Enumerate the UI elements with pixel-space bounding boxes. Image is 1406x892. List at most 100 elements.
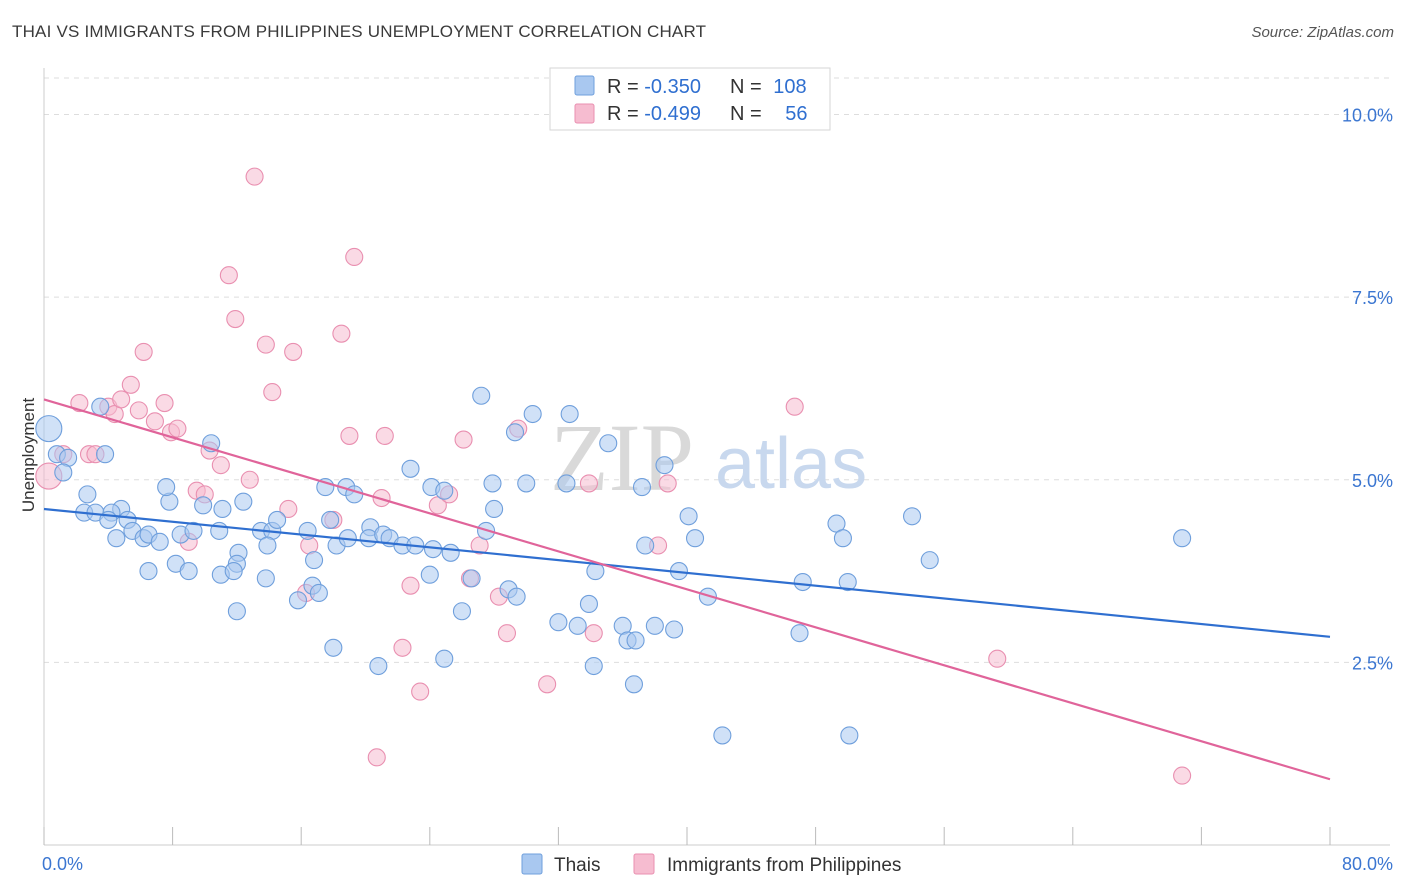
x-tick-label-0: 0.0% [42,854,83,874]
point-thais-82 [632,478,652,497]
point-thais-4 [91,397,110,416]
point-thais-97 [840,726,859,745]
point-thais-88 [685,529,705,548]
y-tick-label-2: 7.5% [1352,288,1393,308]
series-legend: Thais Immigrants from Philippines [521,853,901,876]
y-tick-labels: 2.5% 5.0% 7.5% 10.0% [1342,106,1393,674]
point-thais-98 [902,507,922,526]
point-philippines-19 [211,456,230,475]
point-thais-6 [78,485,97,504]
series-legend-label-thais: Thais [554,855,600,876]
legend-n-value-philippines: 56 [785,103,807,125]
point-philippines-9 [129,401,148,420]
legend-r-label: R = [607,103,644,125]
legend-n-thais: N = 108 [730,76,807,98]
legend-r-value-thais: -0.350 [644,76,701,98]
chart-source: Source: ZipAtlas.com [1251,24,1394,41]
point-philippines-38 [411,682,430,701]
point-philippines-36 [401,576,420,595]
point-thais-75 [568,616,587,635]
point-thais-14 [107,529,126,548]
point-philippines-33 [345,247,364,267]
grid-lines [44,77,1390,663]
point-philippines-26 [279,499,298,519]
point-thais-19 [157,478,176,497]
point-thais-102 [324,638,343,657]
point-philippines-37 [393,638,412,657]
legend-n-philippines: N = 56 [730,103,808,125]
point-thais-23 [179,562,198,581]
point-philippines-21 [226,310,245,329]
legend-r-label: R = [607,76,644,98]
point-thais-69 [505,423,525,442]
point-philippines-46 [497,624,517,643]
point-thais-66 [452,602,472,621]
point-philippines-11 [145,412,164,431]
point-philippines-53 [785,397,804,416]
y-axis-title: Unemployment [19,398,38,513]
point-philippines-32 [340,426,359,445]
series-legend-swatch-philippines [633,853,655,875]
trend-line-philippines [43,398,1331,781]
point-thais-5 [96,445,115,464]
point-philippines-7 [112,390,131,409]
watermark: ZIP atlas [550,404,867,511]
chart-title: THAI VS IMMIGRANTS FROM PHILIPPINES UNEM… [12,22,707,41]
point-thais-21 [184,521,203,540]
series-legend-label-philippines: Immigrants from Philippines [667,855,901,876]
point-thais-24 [139,562,158,581]
point-thais-100 [1173,529,1192,548]
axes [43,68,1390,846]
point-thais-71 [523,404,542,424]
point-thais-58 [435,481,454,500]
point-thais-33 [224,562,243,581]
point-thais-53 [401,459,420,478]
point-thais-67 [483,474,502,493]
legend-row-thais: R = -0.350 [607,76,701,98]
point-thais-104 [435,649,454,668]
point-thais-89 [665,620,684,639]
series-legend-swatch-thais [521,853,543,875]
point-thais-91 [713,726,732,745]
x-tick-labels: 0.0% 80.0% [42,854,1393,874]
point-philippines-49 [579,474,598,493]
point-philippines-20 [219,266,238,285]
point-thais-81 [624,675,644,694]
point-thais-72 [560,404,579,424]
trend-lines [43,398,1331,781]
point-thais-105 [584,656,603,676]
point-philippines-2 [70,394,89,413]
y-tick-label-3: 10.0% [1342,106,1393,126]
point-philippines-14 [168,419,187,438]
legend-swatch-philippines [574,103,595,124]
point-philippines-55 [1173,766,1192,785]
point-thais-78 [599,434,618,453]
point-thais-92 [793,572,812,592]
point-thais-44 [288,591,308,610]
point-philippines-50 [584,624,603,643]
y-tick-label-1: 5.0% [1352,471,1393,491]
legend-swatch-thais [574,75,595,96]
legend-n-label: N = [730,76,767,98]
point-thais-60 [441,543,460,562]
point-thais-93 [790,624,809,643]
point-philippines-27 [284,342,303,361]
point-thais-37 [258,536,277,555]
point-thais-26 [194,496,213,515]
point-philippines-42 [454,430,473,449]
point-thais-68 [507,587,526,606]
point-thais-73 [557,474,576,493]
point-thais-64 [462,569,481,588]
point-thais-83 [636,536,655,555]
point-thais-74 [549,613,568,632]
legend-box [549,67,831,131]
point-philippines-34 [375,426,394,445]
point-thais-87 [679,507,698,526]
point-thais-84 [655,456,674,475]
point-philippines-48 [538,675,557,694]
point-philippines-39 [367,748,386,767]
point-thais-107 [626,631,645,650]
point-thais-106 [420,565,439,584]
y-tick-label-0: 2.5% [1352,653,1393,673]
correlation-legend: R = -0.350 N = 108 R = -0.499 N = 56 [549,67,831,131]
